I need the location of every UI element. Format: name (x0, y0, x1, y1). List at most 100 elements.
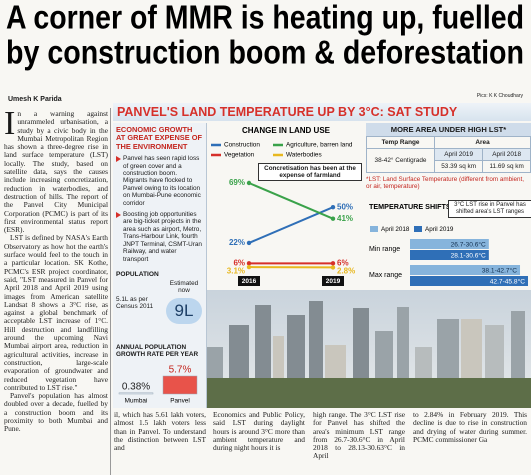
building (511, 311, 525, 382)
building (397, 307, 409, 382)
annotation: 3°C LST rise in Panvel has shifted area'… (448, 200, 531, 218)
lst-table: MORE AREA UNDER HIGH LST* Temp Range Area… (365, 123, 531, 191)
economic-box: ECONOMIC GROWTH AT GREAT EXPENSE OF THE … (113, 123, 207, 408)
data-label: 38.1-42.7°C (482, 266, 517, 274)
building (461, 319, 482, 382)
building (229, 325, 249, 382)
year-box (238, 276, 260, 286)
article-column: Economics and Public Policy, said LST du… (213, 411, 305, 453)
data-label: 28.1-30.6°C (451, 251, 486, 259)
chart-title: CHANGE IN LAND USE (242, 126, 331, 135)
legend-swatch (370, 226, 378, 232)
year-box (322, 276, 344, 286)
point (330, 265, 336, 270)
table-header: Area (434, 136, 531, 149)
building (255, 305, 271, 382)
headline-line: by construction boom & deforestation (6, 34, 524, 71)
headline-line: A corner of MMR is heating up, fuelled (6, 0, 524, 36)
data-label: 69% (229, 178, 245, 187)
point (246, 240, 252, 246)
photo-credit: Pics: K K Choudhary (476, 93, 523, 99)
temperature-chart: TEMPERATURE SHIFTS April 2018 April 2019 Mi… (369, 202, 528, 286)
paragraph: Panvel's population has almost doubled o… (4, 391, 108, 434)
photo (207, 290, 531, 408)
range-bar (410, 250, 489, 260)
legend-label: April 2018 (381, 226, 410, 233)
x-tick-label: Mumbai (125, 398, 148, 405)
building (273, 336, 284, 382)
data-label: 6% (337, 258, 349, 267)
byline: Umesh K Parida (8, 96, 62, 103)
population-title: POPULATION (116, 271, 159, 278)
bullet: Boosting job opportunities are big-ticke… (116, 211, 203, 263)
range-bar (410, 265, 521, 275)
point (246, 180, 252, 186)
table-cell: April 2018 (482, 148, 531, 161)
point (330, 205, 336, 210)
range-bar (410, 239, 489, 249)
table-cell: 38-42° Centigrade (365, 148, 436, 173)
building (375, 331, 393, 382)
annotation: Concretisation has been at the expense o… (258, 163, 362, 181)
building (325, 345, 346, 382)
data-label: 50% (337, 202, 353, 211)
growth-title: ANNUAL POPULATION GROWTH RATE PER YEAR (116, 344, 199, 359)
point (330, 216, 336, 221)
building (437, 319, 459, 382)
x-tick-label: Panvel (170, 398, 190, 405)
building (207, 347, 223, 382)
land-use-chart: CHANGE IN LAND USE Construction Agricultur… (211, 126, 355, 286)
article-column: In a warning against unrammeled urbanisa… (4, 110, 108, 475)
x-tick-label: 2016 (242, 278, 257, 285)
legend-swatch (414, 226, 422, 232)
table-note: *LST: Land Surface Temperature (differen… (366, 176, 524, 191)
line (248, 182, 334, 220)
building (415, 347, 432, 382)
point (246, 264, 252, 270)
point (330, 261, 336, 266)
legend-label: Vegetation (224, 152, 255, 159)
building (353, 308, 369, 382)
data-label: 41% (337, 214, 353, 223)
data-label: 5.7% (169, 365, 192, 376)
box-title: ECONOMIC GROWTH AT GREAT EXPENSE OF THE … (116, 125, 202, 151)
article-column: to 2.84% in February 2019. This decline … (413, 411, 527, 444)
data-label: 0.38% (122, 381, 150, 392)
data-label: 2.8% (337, 266, 355, 275)
banner: PANVEL'S LAND TEMPERATURE UP BY 3°C: SAT… (113, 103, 531, 121)
legend-label: Construction (224, 142, 260, 149)
range-bar (410, 276, 528, 286)
data-label: 6% (233, 258, 245, 267)
article-column: high range. The 3°C LST rise for Panvel … (313, 411, 405, 461)
article-column: il, which has 5.61 lakh voters, almost 1… (114, 411, 206, 453)
growth-chart: 0.38% Mumbai 5.7% Panvel (118, 365, 198, 405)
building (287, 315, 305, 382)
table-cell: April 2019 (434, 148, 484, 161)
x-tick-label: 2019 (326, 278, 341, 285)
census: 5.1L as per Census 2011 (116, 296, 154, 311)
paragraph: In a warning against unrammeled urbanisa… (4, 110, 108, 235)
bullet: Panvel has seen rapid loss of green cove… (116, 155, 203, 207)
bar (162, 375, 198, 395)
trees (207, 378, 531, 408)
table-cell: 11.69 sq km (482, 160, 531, 173)
data-label: 22% (229, 238, 245, 247)
building (309, 301, 323, 382)
category-label: Max range (369, 272, 402, 279)
chart-title: TEMPERATURE SHIFTS (369, 202, 451, 211)
estimate-bubble: 9L (166, 298, 202, 324)
bar (118, 392, 154, 395)
point (246, 261, 252, 266)
table-cell: 53.39 sq km (434, 160, 484, 173)
data-label: 26.7-30.6°C (451, 240, 486, 248)
table-title: MORE AREA UNDER HIGH LST* (366, 123, 531, 136)
table-header: Temp Range (365, 136, 436, 149)
legend-label: Waterbodies (286, 152, 322, 159)
column-rule (110, 108, 111, 475)
building (485, 325, 504, 382)
data-label: 42.7-45.8°C (490, 277, 525, 285)
headline: A corner of MMR is heating up, fuelled b… (6, 0, 524, 71)
legend-label: Agriculture, barren land (286, 142, 353, 149)
estimate-label: Estimated now (169, 280, 199, 295)
